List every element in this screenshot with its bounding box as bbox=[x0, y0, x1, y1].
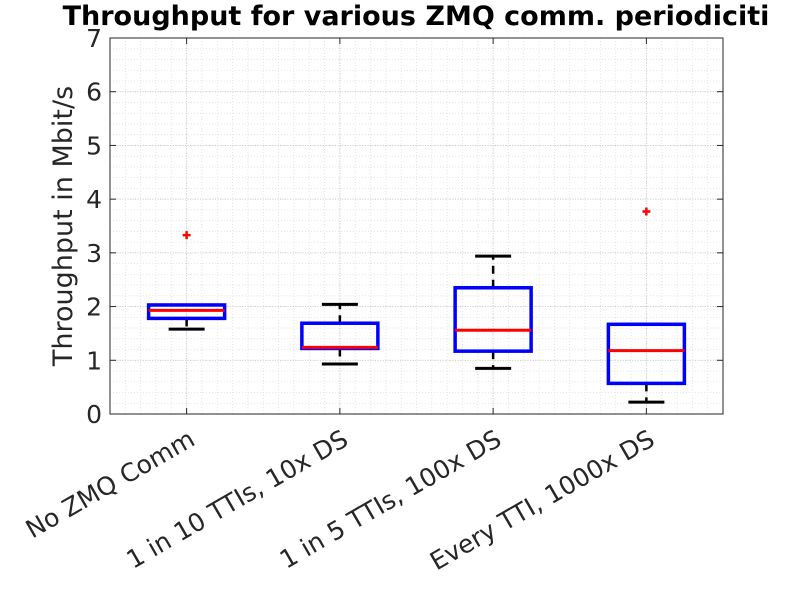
outlier-marker bbox=[642, 207, 651, 216]
y-tick-label: 2 bbox=[86, 293, 102, 322]
box-group bbox=[453, 254, 533, 370]
y-tick-label: 5 bbox=[86, 131, 102, 160]
box-group bbox=[606, 207, 687, 404]
data-layer bbox=[146, 207, 687, 404]
y-tick-label: 0 bbox=[86, 400, 102, 429]
outlier-marker bbox=[182, 231, 191, 240]
box-rect bbox=[606, 322, 687, 386]
box-rect bbox=[453, 286, 533, 353]
chart-title: Throughput for various ZMQ comm. periodi… bbox=[63, 1, 770, 32]
y-tick-label: 6 bbox=[86, 78, 102, 107]
grid-layer bbox=[110, 37, 723, 415]
y-tick-label: 7 bbox=[86, 24, 102, 53]
plot-area-border bbox=[109, 37, 724, 415]
y-tick-label: 4 bbox=[86, 185, 102, 214]
box-group bbox=[146, 231, 227, 331]
box-group bbox=[300, 302, 380, 366]
y-axis-label: Throughput in Mbit/s bbox=[48, 86, 79, 367]
y-tick-label: 3 bbox=[86, 239, 102, 268]
y-tick-label: 1 bbox=[86, 346, 102, 375]
